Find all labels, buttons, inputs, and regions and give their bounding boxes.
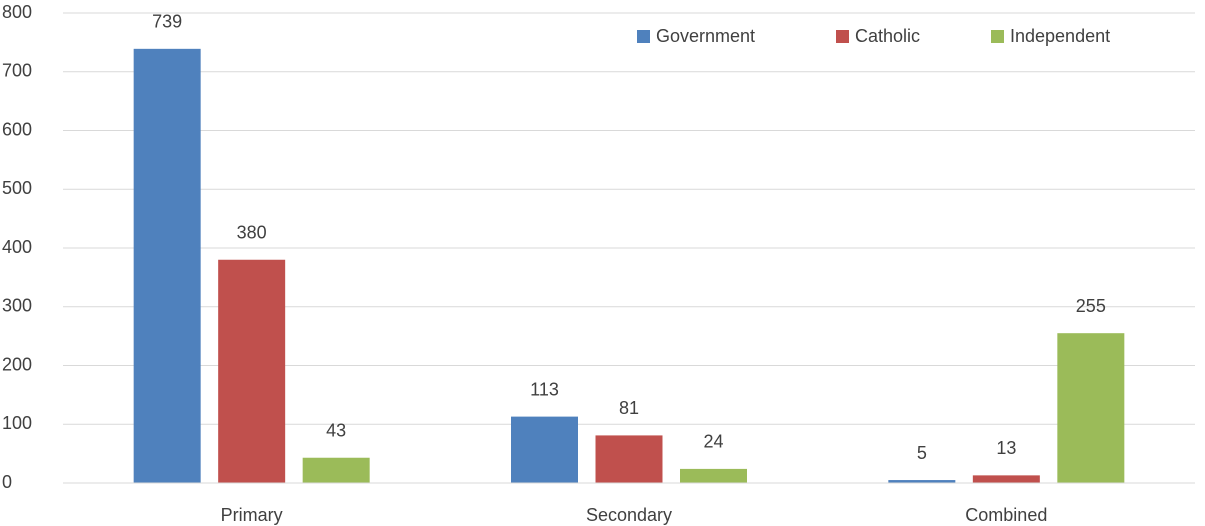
data-label: 113 xyxy=(530,379,559,399)
data-label: 380 xyxy=(237,223,267,243)
legend-label: Catholic xyxy=(855,26,920,46)
legend-swatch xyxy=(991,30,1004,43)
y-tick-label: 200 xyxy=(2,354,32,374)
bar xyxy=(218,259,286,483)
bar xyxy=(888,480,956,483)
x-tick-label: Secondary xyxy=(586,505,672,525)
legend-swatch xyxy=(637,30,650,43)
data-label: 5 xyxy=(917,443,927,463)
y-tick-label: 0 xyxy=(2,472,12,492)
bar xyxy=(133,48,201,484)
data-label: 739 xyxy=(152,12,182,32)
bar xyxy=(972,475,1040,483)
legend-swatch xyxy=(836,30,849,43)
legend-label: Independent xyxy=(1010,26,1110,46)
y-tick-label: 100 xyxy=(2,413,32,433)
y-tick-label: 700 xyxy=(2,61,32,81)
bar xyxy=(680,468,747,483)
bar xyxy=(595,435,663,483)
data-label: 13 xyxy=(996,438,1016,458)
data-label: 81 xyxy=(619,398,639,418)
y-tick-label: 800 xyxy=(2,2,32,22)
data-label: 43 xyxy=(326,420,346,440)
y-tick-label: 500 xyxy=(2,178,32,198)
y-tick-label: 400 xyxy=(2,237,32,257)
y-tick-label: 600 xyxy=(2,119,32,139)
data-label: 255 xyxy=(1076,296,1106,316)
x-tick-label: Combined xyxy=(965,505,1047,525)
y-tick-label: 300 xyxy=(2,296,32,316)
bar xyxy=(511,416,578,483)
x-tick-label: Primary xyxy=(221,505,283,525)
bar xyxy=(1057,333,1125,483)
data-label: 24 xyxy=(703,432,723,452)
legend-label: Government xyxy=(656,26,755,46)
bar xyxy=(302,457,370,483)
